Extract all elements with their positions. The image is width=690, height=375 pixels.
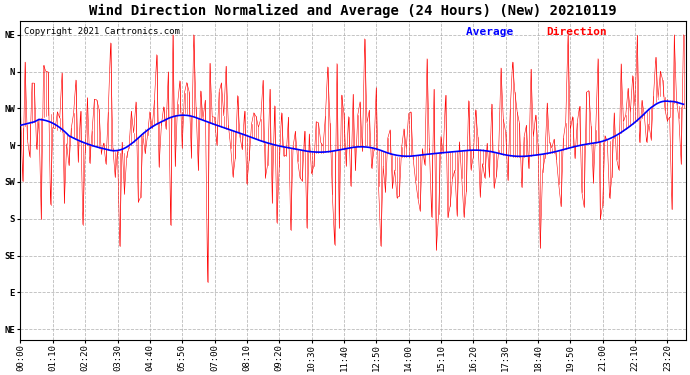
Text: Average: Average bbox=[466, 27, 520, 37]
Title: Wind Direction Normalized and Average (24 Hours) (New) 20210119: Wind Direction Normalized and Average (2… bbox=[89, 4, 617, 18]
Text: Copyright 2021 Cartronics.com: Copyright 2021 Cartronics.com bbox=[23, 27, 179, 36]
Text: Direction: Direction bbox=[546, 27, 607, 37]
